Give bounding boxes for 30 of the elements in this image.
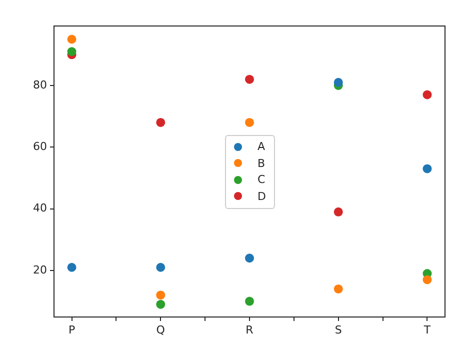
legend-label: C: [258, 173, 266, 186]
point: [245, 296, 254, 306]
legend-label: B: [258, 156, 266, 170]
point: [245, 254, 254, 263]
point: [156, 290, 166, 300]
point: [334, 78, 343, 87]
y-tick-label: 60: [33, 140, 47, 154]
point: [67, 34, 76, 44]
legend-label: A: [258, 140, 266, 154]
y-tick-label: 20: [33, 263, 47, 276]
point: [334, 207, 343, 216]
point: [334, 284, 343, 294]
point: [156, 300, 166, 309]
y-tick-label: 80: [33, 78, 47, 92]
point: [422, 164, 432, 174]
point: [245, 74, 254, 84]
point: [245, 118, 254, 127]
legend-label: D: [258, 190, 266, 203]
point: [67, 47, 76, 56]
point: [422, 90, 432, 100]
x-tick-label: S: [334, 323, 342, 336]
x-tick-label: P: [68, 323, 76, 336]
point: [422, 275, 432, 284]
point: [156, 118, 166, 127]
x-tick-label: R: [246, 323, 254, 336]
x-tick-label: T: [422, 323, 431, 336]
x-tick-label: Q: [156, 323, 166, 336]
point: [67, 262, 76, 272]
point: [156, 262, 166, 272]
y-tick-label: 40: [33, 202, 47, 215]
